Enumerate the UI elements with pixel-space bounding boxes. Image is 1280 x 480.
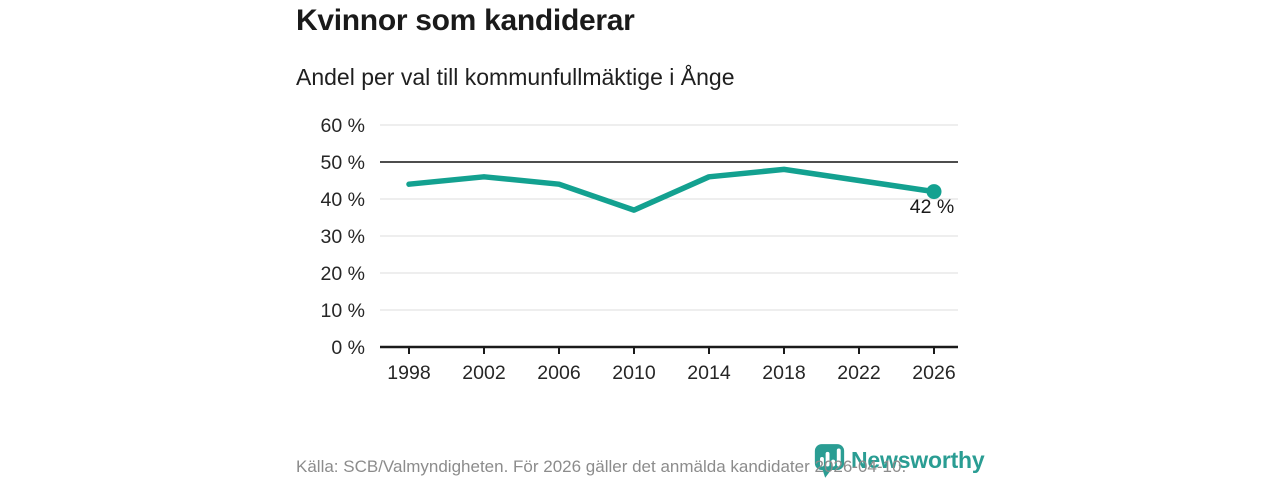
- x-tick-label: 2022: [837, 362, 880, 384]
- bar-chart-bubble-icon: [814, 444, 845, 478]
- x-tick-label: 1998: [387, 362, 430, 384]
- end-point-dot: [926, 184, 942, 200]
- chart-subtitle: Andel per val till kommunfullmäktige i Å…: [296, 64, 735, 90]
- data-line: [406, 166, 937, 213]
- end-point-label: 42 %: [910, 196, 954, 218]
- x-tick-label: 2006: [537, 362, 580, 384]
- x-tick-label: 2010: [612, 362, 656, 384]
- x-tick-label: 2018: [762, 362, 805, 384]
- x-tick-label: 2002: [462, 362, 505, 384]
- y-tick-label: 0 %: [331, 337, 365, 359]
- newsworthy-logo: Newsworthy: [814, 443, 985, 478]
- y-tick-label: 30 %: [321, 226, 365, 248]
- y-tick-label: 60 %: [321, 115, 365, 137]
- y-tick-label: 40 %: [321, 189, 365, 211]
- newsworthy-wordmark: Newsworthy: [851, 447, 985, 473]
- y-tick-label: 50 %: [321, 152, 365, 174]
- x-tick-label: 2026: [912, 362, 955, 384]
- y-tick-label: 20 %: [321, 263, 365, 285]
- x-tick-label: 2014: [687, 362, 731, 384]
- chart-title: Kvinnor som kandiderar: [296, 4, 635, 37]
- source-attribution: Källa: SCB/Valmyndigheten. För 2026 gäll…: [296, 457, 907, 476]
- y-tick-label: 10 %: [321, 300, 365, 322]
